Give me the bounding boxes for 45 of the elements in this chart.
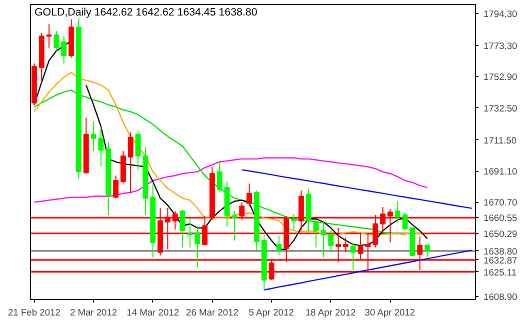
chart-title: GOLD,Daily 1642.62 1642.62 1634.45 1638.80 [34, 6, 258, 18]
x-tick-label: 5 Apr 2012 [248, 308, 294, 318]
candlestick [61, 36, 67, 64]
x-tick-label: 30 Apr 2012 [364, 308, 416, 318]
ref-line-label: 1625.11 [484, 267, 517, 278]
line-series [34, 157, 428, 203]
y-tick-label: 1732.50 [484, 103, 518, 114]
candlestick [113, 175, 119, 199]
x-tick-label: 14 Mar 2012 [126, 308, 180, 318]
candlestick [328, 229, 334, 253]
candlestick [135, 130, 141, 170]
x-tick-label: 18 Apr 2012 [305, 308, 356, 318]
x-tick-label: 2 Mar 2012 [70, 308, 118, 318]
x-tick-label: 21 Feb 2012 [8, 308, 60, 318]
y-tick-label: 1752.90 [484, 72, 518, 82]
y-tick-label: 1794.30 [484, 8, 518, 19]
candlestick [394, 200, 400, 224]
candlestick [246, 183, 252, 207]
ref-line-label: 1650.29 [484, 228, 518, 239]
candlestick [424, 244, 430, 258]
candlestick [90, 121, 96, 152]
y-tick-label: 1773.30 [484, 40, 518, 51]
candlestick [342, 237, 348, 253]
candlestick [232, 210, 238, 242]
candlestick [291, 213, 297, 232]
candlestick [350, 242, 356, 271]
ref-line-label: 1632.87 [484, 255, 518, 266]
line-series [264, 250, 472, 290]
y-tick-label: 1608.90 [484, 292, 518, 302]
candlestick [46, 24, 52, 48]
candlestick [187, 217, 193, 248]
ref-line-label: 1660.55 [484, 213, 518, 224]
candlestick [276, 235, 282, 256]
line-series [241, 169, 472, 209]
ref-line-label: 1638.80 [484, 246, 518, 256]
candlestick [128, 132, 134, 194]
candlestick [216, 161, 222, 192]
y-tick-label: 1670.70 [484, 198, 518, 208]
y-tick-label: 1691.10 [484, 166, 518, 177]
candlestick [180, 210, 186, 248]
candlestick [98, 126, 104, 168]
candlestick [54, 30, 60, 52]
x-tick-label: 26 Mar 2012 [186, 308, 238, 318]
candlestick [194, 225, 200, 268]
y-tick-label: 1711.50 [484, 135, 517, 146]
